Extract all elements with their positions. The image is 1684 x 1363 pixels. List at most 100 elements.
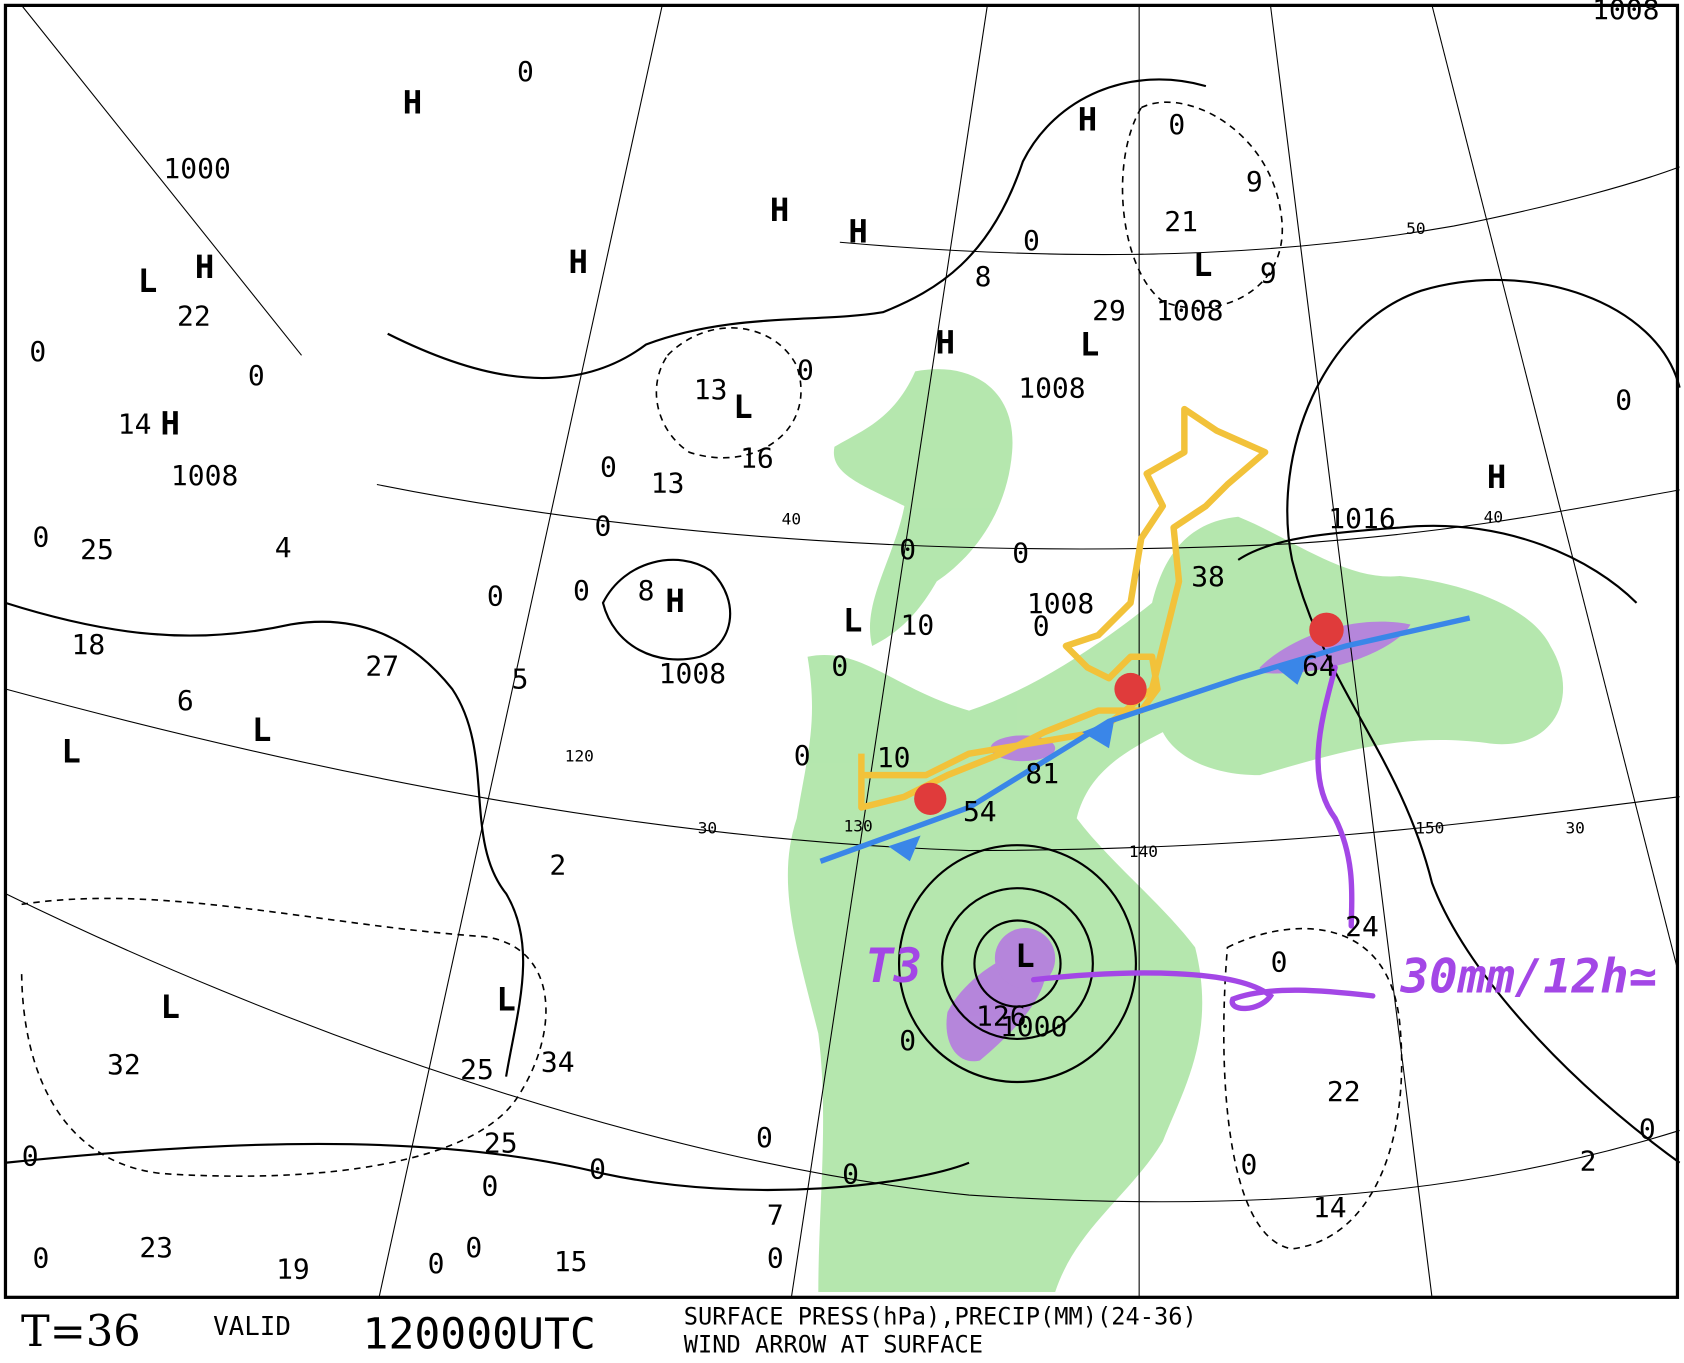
latitude-line [839,166,1680,256]
meridian [378,5,663,1298]
pressure-label: 1008 [659,657,726,690]
precip-label: 0 [595,510,612,543]
map-high: H [569,243,588,281]
precip-label: 0 [573,574,590,607]
map-high: H [1487,458,1506,496]
precip-label: 0 [797,353,814,386]
precip-label: 0 [600,450,617,483]
front-triangle [888,835,921,862]
map-high: H [848,213,867,251]
latitude-line [5,688,1680,852]
pressure-label: 1000 [1000,1010,1067,1043]
precip-contour [1121,101,1284,309]
precip-label: 14 [118,407,152,440]
isobar [941,887,1094,1041]
isobar [387,78,1207,380]
precip-label: 6 [177,684,194,717]
latitude-line [5,893,1680,1203]
isobar [601,558,732,661]
precip-label: 0 [1639,1112,1656,1145]
map-low: L [496,980,515,1018]
isobar [1237,524,1638,604]
precip-label: 0 [756,1121,773,1154]
valid-time: 120000UTC [363,1310,596,1360]
description: WIND ARROW AT SURFACE [684,1330,983,1358]
precip-label: 0 [831,650,848,683]
precip-label: 0 [1023,224,1040,257]
precip-label: 22 [1327,1075,1361,1108]
precip-label: 9 [1260,257,1277,290]
precip-label: 9 [1246,165,1263,198]
precip-label: 0 [1615,384,1632,417]
precip-label: 13 [651,466,685,499]
meridian [1269,5,1433,1298]
handwriting [1030,664,1376,1012]
graticule-label: 30 [698,818,717,837]
precip-label: 0 [899,1024,916,1057]
isobar [1286,278,1681,1164]
valid-label: VALID [213,1312,291,1342]
precip-label: 0 [517,55,534,88]
precip-label: 0 [22,1139,39,1172]
precip-label: 0 [1241,1148,1258,1181]
map-low: L [160,988,179,1026]
precip-label: 0 [29,335,46,368]
map-high: H [770,191,789,229]
pressure-label: 1000 [163,152,230,185]
precip-label: 0 [767,1242,784,1275]
precip-label: 0 [1033,610,1050,643]
precip-label: 0 [794,739,811,772]
precip-label: 0 [899,533,916,566]
isobar [897,844,1137,1084]
graticule-label: 40 [1484,507,1503,526]
precip-label: 25 [460,1053,494,1086]
map-high: H [403,83,422,121]
precip-label: 0 [482,1170,499,1203]
precip-label: 0 [465,1231,482,1264]
precip-contour [655,327,802,459]
precip-label: 0 [1168,108,1185,141]
precip-label: 0 [589,1152,606,1185]
precip-label: 64 [1302,650,1336,683]
graticule-label: 50 [1406,219,1425,238]
stationary-front [819,615,1471,864]
precip-label: 13 [694,373,728,406]
precip-label: 0 [428,1247,445,1280]
map-high: H [936,324,955,362]
pressure-label: 1008 [1592,0,1659,26]
meridian [1431,5,1678,970]
graticule-label: 40 [782,510,801,529]
map-high: H [195,248,214,286]
pressure-label: 1008 [1018,372,1085,405]
precip-label: 32 [107,1048,141,1081]
precip-label: 14 [1313,1191,1347,1224]
precip-label: 4 [275,531,292,564]
heavy-precip-area [994,928,1056,989]
precip-label: 10 [901,609,935,642]
graticule-label: 140 [1129,842,1158,861]
front-triangle [1082,719,1115,749]
annotation-pointer [1030,970,1376,1012]
precip-label: 5 [512,662,529,695]
isobar [973,919,1062,1008]
graticule-label: 130 [844,816,873,835]
map-low: L [843,601,862,639]
map-low: L [252,711,271,749]
precip-label: 25 [484,1126,518,1159]
precip-label: 29 [1092,294,1126,327]
graticule-label: 120 [565,746,594,765]
precip-label: 7 [767,1199,784,1232]
precip-label: 23 [139,1231,173,1264]
precip-label: 54 [963,795,997,828]
front-triangles [888,658,1309,862]
annotation: 30mm/12h≃ [1400,950,1658,1005]
graticule [5,5,1680,1298]
precip-label: 24 [1345,910,1379,943]
precip-label: 10 [877,741,911,774]
precip-label: 0 [33,1242,50,1275]
precip-label: 0 [33,520,50,553]
map-low: L [61,733,80,771]
